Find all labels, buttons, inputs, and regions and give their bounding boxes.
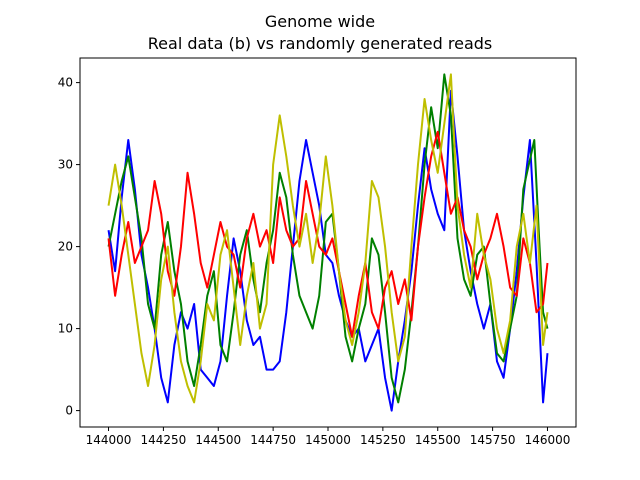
series-line-2 [107,73,549,404]
y-tick-label: 0 [65,404,73,418]
y-axis: 0 10 20 30 40 [58,76,80,418]
x-tick-label: 144750 [250,433,296,447]
x-tick-label: 146000 [525,433,571,447]
y-tick-label: 10 [58,322,73,336]
chart-title: Genome wide [265,12,375,31]
y-tick-label: 30 [58,158,73,172]
x-tick-label: 145000 [305,433,351,447]
x-tick-label: 144250 [140,433,186,447]
y-tick-label: 40 [58,76,73,90]
x-tick-label: 145500 [415,433,461,447]
series-line-3 [107,130,549,338]
x-tick-label: 144500 [195,433,241,447]
y-tick-label: 20 [58,240,73,254]
x-axis: 144000 144250 144500 144750 145000 145250 1455… [86,427,571,447]
series-layer [107,73,549,412]
x-tick-label: 145250 [360,433,406,447]
x-tick-label: 145750 [470,433,516,447]
chart-subtitle: Real data (b) vs randomly generated read… [148,34,492,53]
x-tick-label: 144000 [86,433,132,447]
plot-area: 144000 144250 144500 144750 145000 145250 1455… [58,57,577,447]
series-line-4 [107,73,549,404]
